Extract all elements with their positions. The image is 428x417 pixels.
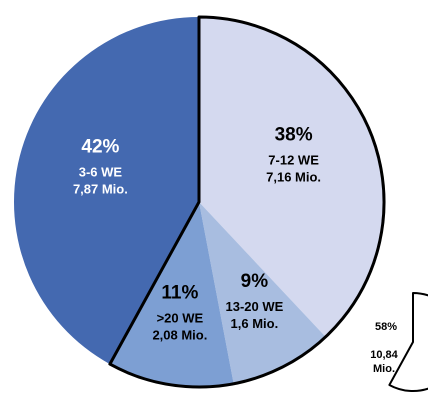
mini-pie-value: 10,84	[370, 349, 398, 361]
mini-pie: 58% 10,84 Mio.	[370, 292, 428, 392]
mini-pie-percent: 58%	[375, 321, 397, 333]
slice-0-percent-label: 38%	[275, 125, 313, 146]
pie-slice-3	[13, 17, 199, 365]
slice-1-percent-label: 9%	[241, 271, 269, 292]
slice-1-range-label: 13-20 WE	[225, 299, 283, 314]
pie-slice-0	[199, 17, 384, 337]
mini-pie-unit: Mio.	[373, 363, 395, 375]
slice-2-range-label: >20 WE	[157, 311, 204, 326]
pie-slices	[13, 17, 384, 387]
pie-slice-2	[109, 202, 234, 387]
slice-3-amount-label: 7,87 Mio.	[73, 182, 128, 197]
slice-labels: 38% 7-12 WE 7,16 Mio. 9% 13-20 WE 1,6 Mio. 11%…	[73, 125, 321, 343]
slice-2-percent-label: 11%	[161, 283, 198, 304]
slice-3-percent-label: 42%	[81, 137, 119, 158]
highlight-outline	[108, 15, 386, 389]
mini-pie-shape	[388, 292, 428, 392]
slice-0-amount-label: 7,16 Mio.	[266, 170, 321, 185]
slice-3-range-label: 3-6 WE	[79, 165, 123, 180]
pie-slice-1	[199, 202, 326, 384]
slice-1-amount-label: 1,6 Mio.	[231, 316, 279, 331]
slice-2-amount-label: 2,08 Mio.	[152, 328, 207, 343]
slice-0-range-label: 7-12 WE	[268, 153, 319, 168]
